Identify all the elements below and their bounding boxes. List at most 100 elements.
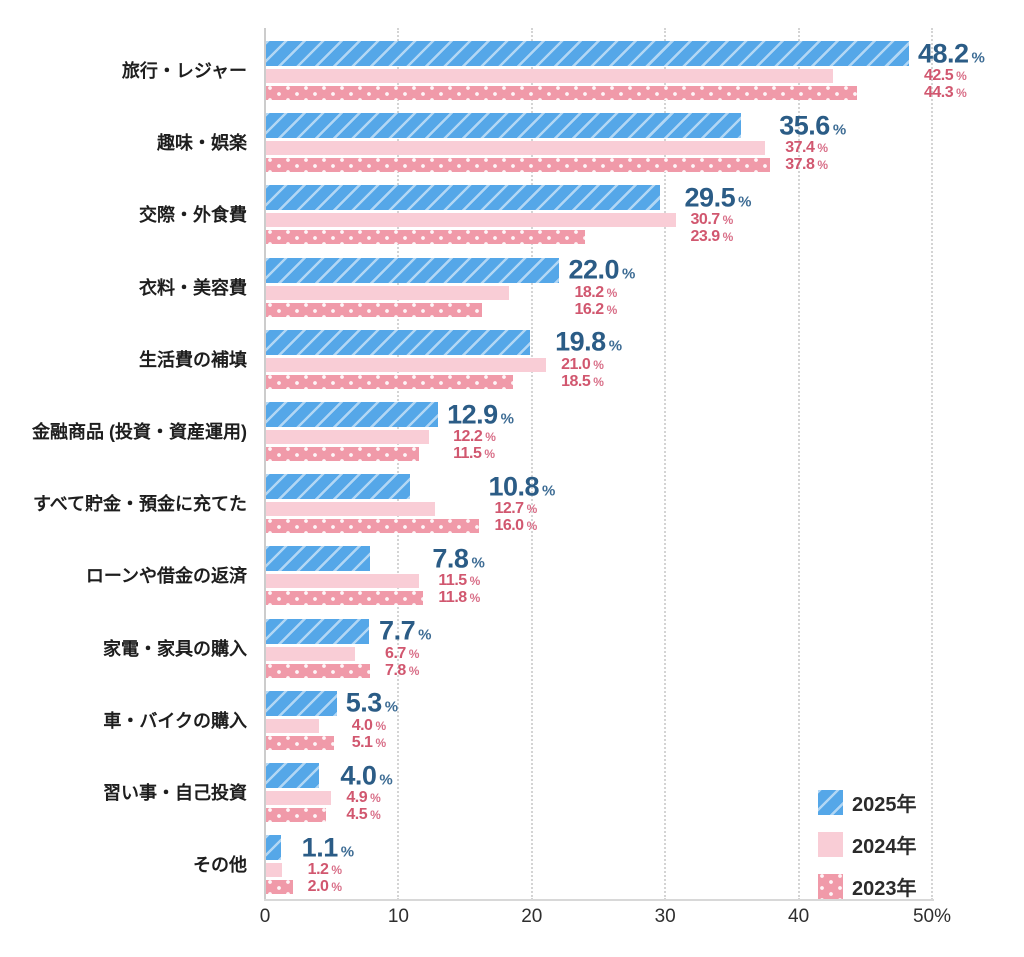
- percent-sign: %: [722, 213, 734, 228]
- percent-sign: %: [408, 663, 420, 678]
- bar-2025年: [266, 41, 909, 66]
- bar-2025年: [266, 763, 320, 788]
- x-tick-label: 50%: [912, 906, 952, 927]
- value-label-2023年: 4.5%: [346, 806, 380, 824]
- percent-sign: %: [526, 502, 538, 517]
- bar-2025年: [266, 474, 411, 500]
- percent-sign: %: [484, 447, 496, 461]
- category-label: 趣味・娯楽: [157, 133, 247, 154]
- value-label-2025年: 29.5%: [685, 182, 752, 213]
- bar-2023年: [266, 158, 771, 173]
- value-number: 42.5: [923, 67, 954, 84]
- value-label-2023年: 16.2%: [574, 301, 617, 319]
- category-label: 車・バイクの購入: [103, 710, 247, 731]
- legend-swatch-2025年: [818, 790, 843, 815]
- value-number: 6.7: [385, 644, 406, 662]
- percent-sign: %: [971, 49, 985, 66]
- value-number: 4.9: [346, 789, 368, 806]
- percent-sign: %: [593, 357, 604, 372]
- bar-2024年: [266, 574, 420, 589]
- bar-2024年: [266, 791, 332, 805]
- bar-2024年: [266, 69, 833, 83]
- bar-2025年: [266, 402, 439, 427]
- value-number: 18.5: [561, 372, 591, 390]
- percent-sign: %: [418, 626, 432, 644]
- bar-2023年: [266, 519, 480, 534]
- percent-sign: %: [832, 121, 847, 139]
- percent-sign: %: [817, 141, 829, 156]
- value-label-2023年: 2.0%: [308, 878, 342, 896]
- percent-sign: %: [370, 808, 381, 822]
- legend-swatch-2024年: [818, 832, 843, 857]
- value-label-2023年: 5.1%: [352, 734, 386, 752]
- x-tick-label: 20: [521, 906, 543, 927]
- percent-sign: %: [722, 230, 734, 245]
- bar-2023年: [266, 735, 335, 750]
- value-number: 7.8: [432, 543, 469, 574]
- legend-item: 2025年: [818, 788, 917, 817]
- bar-2023年: [266, 302, 483, 317]
- value-label-2024年: 21.0%: [561, 356, 604, 374]
- value-number: 12.2: [453, 428, 483, 445]
- bar-2025年: [266, 618, 369, 644]
- category-label: 旅行・レジャー: [121, 61, 247, 81]
- value-label-2024年: 30.7%: [691, 211, 734, 229]
- bar-2025年: [266, 835, 281, 861]
- x-tick-label: 30: [654, 906, 676, 927]
- percent-sign: %: [379, 771, 393, 788]
- value-number: 44.3: [923, 84, 954, 101]
- y-axis-line: [264, 28, 266, 900]
- legend: 2025年 2024年 2023年: [818, 788, 917, 914]
- percent-sign: %: [384, 698, 399, 716]
- value-label-2024年: 4.0%: [352, 717, 386, 735]
- legend-label: 2024年: [852, 836, 917, 858]
- percent-sign: %: [738, 193, 752, 211]
- value-label-2023年: 18.5%: [561, 373, 604, 391]
- percent-sign: %: [500, 410, 514, 427]
- category-label: 生活費の補填: [139, 349, 247, 370]
- value-number: 4.5: [346, 806, 368, 823]
- value-number: 18.2: [574, 283, 604, 301]
- value-label-2024年: 37.4%: [785, 139, 828, 157]
- value-number: 35.6: [779, 110, 830, 141]
- percent-sign: %: [608, 337, 623, 355]
- bar-2024年: [266, 646, 356, 661]
- bar-2025年: [266, 546, 371, 572]
- grid-line: [931, 28, 933, 900]
- legend-item: 2024年: [818, 830, 917, 859]
- value-number: 16.2: [574, 300, 604, 318]
- value-label-2024年: 12.2%: [453, 428, 496, 446]
- bar-2025年: [266, 257, 560, 283]
- value-label-2025年: 10.8%: [488, 471, 555, 502]
- percent-sign: %: [956, 69, 967, 83]
- percent-sign: %: [606, 285, 618, 300]
- grid-line: [530, 28, 533, 900]
- value-label-2025年: 48.2%: [918, 38, 985, 69]
- bar-2023年: [266, 374, 513, 389]
- value-number: 37.8: [785, 156, 815, 174]
- value-number: 5.1: [351, 733, 373, 751]
- bar-2023年: [266, 447, 420, 461]
- value-label-2023年: 23.9%: [691, 228, 734, 246]
- value-label-2025年: 19.8%: [555, 327, 622, 358]
- x-axis-line: [264, 899, 934, 901]
- percent-sign: %: [622, 265, 636, 283]
- value-number: 4.0: [351, 716, 373, 734]
- bar-2023年: [266, 808, 327, 822]
- bar-2024年: [266, 141, 765, 156]
- value-number: 2.0: [307, 878, 329, 896]
- value-number: 19.8: [555, 326, 606, 357]
- bar-2023年: [266, 591, 424, 606]
- bar-2025年: [266, 690, 337, 716]
- value-number: 16.0: [494, 517, 524, 535]
- value-label-2025年: 7.7%: [379, 616, 431, 647]
- percent-sign: %: [469, 591, 481, 606]
- value-label-2023年: 11.5%: [453, 445, 495, 463]
- legend-label: 2023年: [852, 878, 917, 900]
- percent-sign: %: [469, 574, 481, 589]
- value-label-2025年: 7.8%: [432, 543, 484, 574]
- value-number: 37.4: [785, 139, 815, 157]
- percent-sign: %: [526, 519, 538, 534]
- category-label: 家電・家具の購入: [103, 638, 247, 659]
- value-number: 1.1: [301, 832, 339, 863]
